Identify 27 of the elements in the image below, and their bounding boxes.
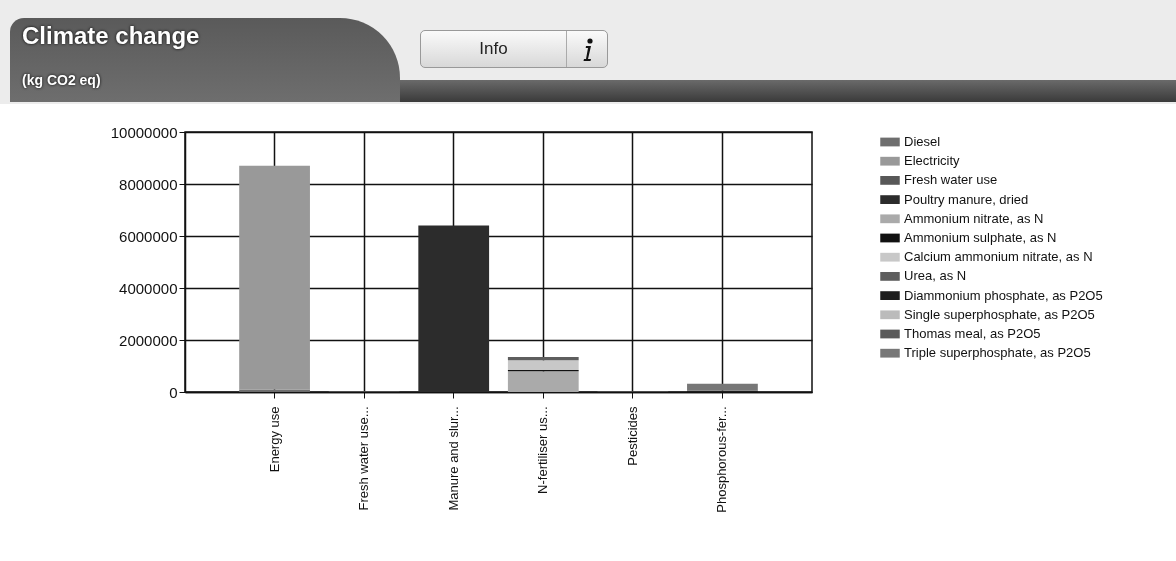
legend-label: Single superphosphate, as P2O5 bbox=[904, 306, 1095, 322]
legend-label: Ammonium sulphate, as N bbox=[904, 230, 1057, 245]
y-tick-label: 0 bbox=[169, 383, 178, 401]
legend-label: Urea, as N bbox=[904, 268, 967, 284]
legend-label: Calcium ammonium nitrate, as N bbox=[904, 249, 1093, 265]
x-tick-label: Fresh water use... bbox=[356, 406, 372, 511]
x-tick-label: Phosphorous-fer... bbox=[714, 406, 730, 513]
legend-label: Diammonium phosphate, as P2O5 bbox=[904, 287, 1103, 303]
y-tick-label: 8000000 bbox=[119, 175, 178, 193]
legend-label: Poultry manure, dried bbox=[904, 191, 1029, 207]
y-tick-label: 4000000 bbox=[119, 279, 178, 297]
y-tick-label: 6000000 bbox=[119, 227, 178, 245]
text: Info bbox=[478, 38, 509, 60]
x-tick-label: Pesticides bbox=[624, 406, 640, 466]
y-tick-label: 2000000 bbox=[119, 331, 178, 349]
x-tick-label: Energy use bbox=[266, 406, 282, 473]
legend-label: Ammonium nitrate, as N bbox=[904, 210, 1044, 226]
legend-label: Electricity bbox=[904, 153, 961, 169]
chart-title: Climate change bbox=[22, 22, 200, 50]
text: (kg CO2 eq) bbox=[22, 72, 101, 88]
legend-label: Triple superphosphate, as P2O5 bbox=[904, 345, 1091, 361]
x-tick-label: Manure and slur... bbox=[445, 406, 461, 511]
legend-label: Fresh water use bbox=[904, 172, 998, 188]
legend-label: Thomas meal, as P2O5 bbox=[904, 326, 1041, 341]
y-tick-label: 10000000 bbox=[110, 123, 178, 141]
x-tick-label: N-fertiliser us... bbox=[535, 406, 551, 494]
legend-label: Diesel bbox=[904, 134, 941, 149]
